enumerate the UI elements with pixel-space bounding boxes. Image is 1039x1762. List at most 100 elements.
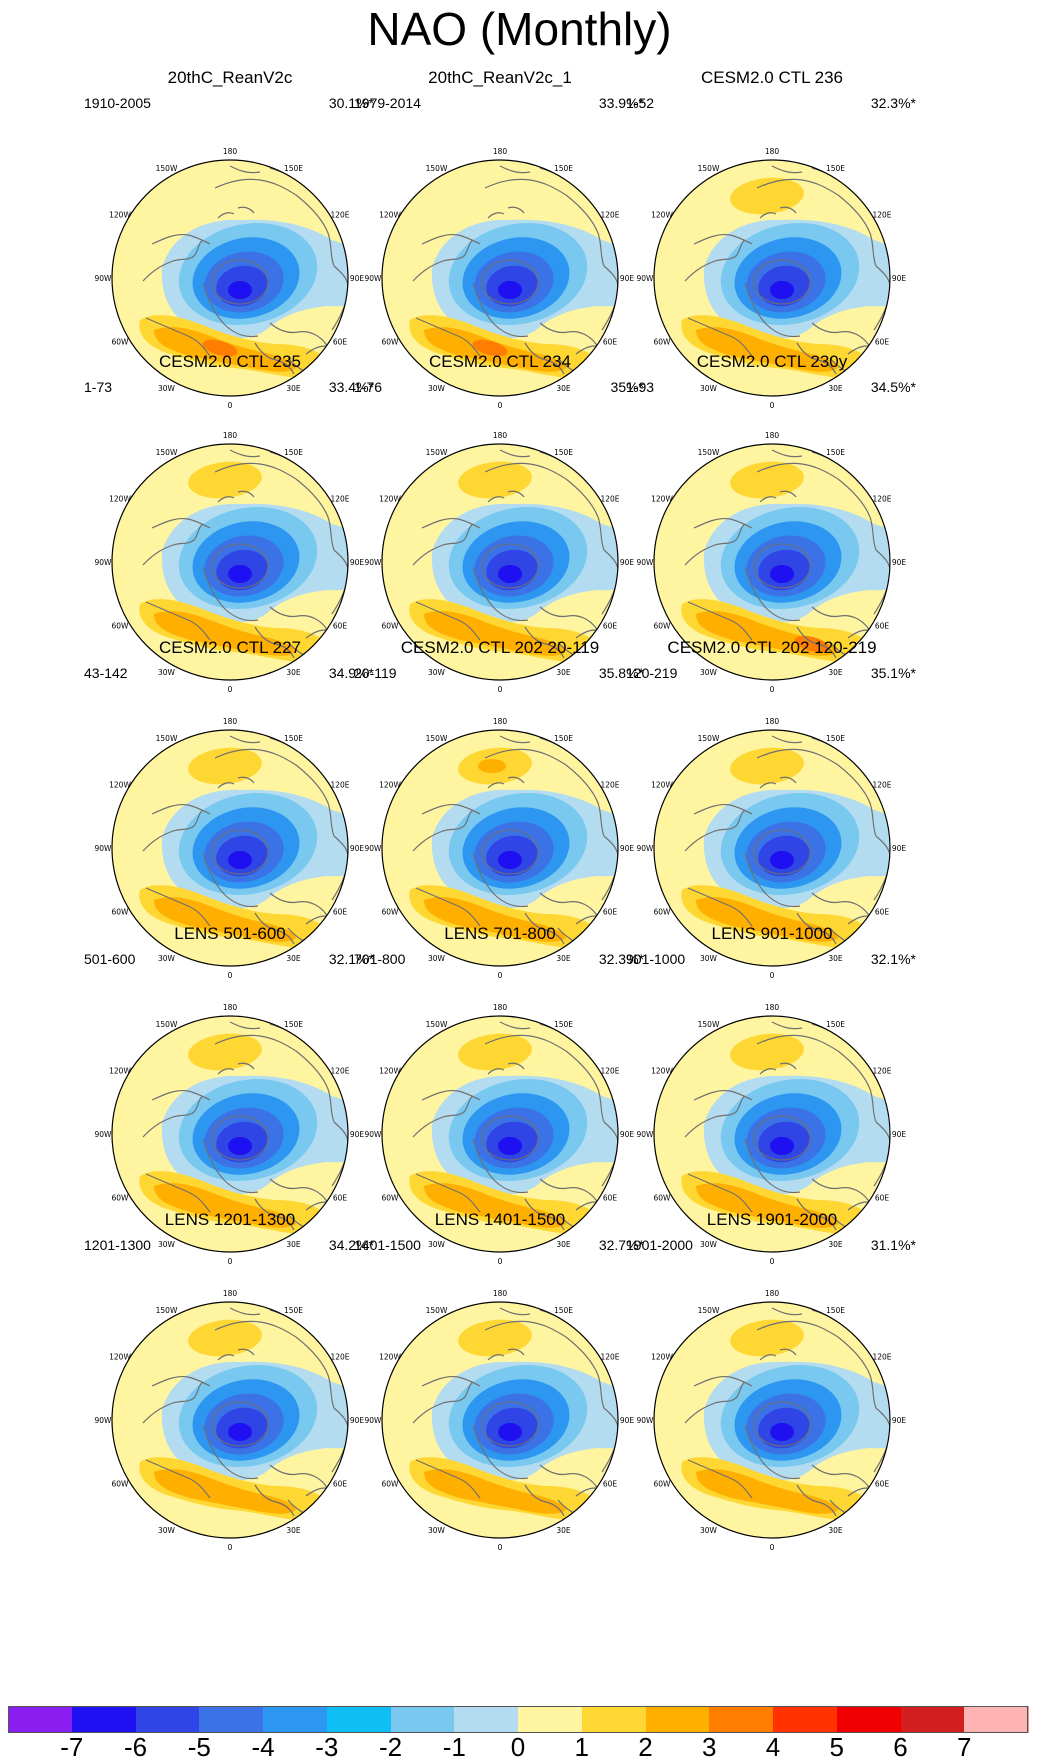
panel-title: LENS 701-800 — [444, 924, 556, 943]
longitude-label: 150W — [426, 448, 448, 457]
longitude-label: 60W — [112, 338, 130, 347]
colorbar-tick-label: -2 — [378, 1732, 403, 1762]
longitude-label: 60E — [603, 1194, 618, 1203]
eof-pattern — [112, 1016, 348, 1252]
polar-map: 180 150E 120E 90E 60E 30E 0 30W 60W 90W 120W 150W — [95, 1289, 365, 1552]
eof-pattern — [382, 160, 618, 396]
longitude-label: 30W — [700, 668, 718, 677]
longitude-label: 90E — [350, 844, 365, 853]
explained-variance: 34.5%* — [870, 379, 916, 395]
map-panel: 180 150E 120E 90E 60E 30E 0 30W 60W 90W 120W 150W CE… — [612, 638, 932, 983]
panel-title: CESM2.0 CTL 235 — [158, 352, 302, 371]
longitude-label: 90W — [95, 1130, 113, 1139]
panel-title: LENS 1201-1300 — [164, 1210, 296, 1229]
map-panel: 180 150E 120E 90E 60E 30E 0 30W 60W 90W 120W 150W LE… — [70, 924, 390, 1269]
longitude-label: 60W — [654, 1480, 672, 1489]
longitude-label: 90W — [365, 558, 383, 567]
longitude-label: 180 — [493, 1289, 508, 1298]
panel-period: 1401-1500 — [354, 1237, 421, 1253]
longitude-label: 120W — [109, 1353, 131, 1362]
explained-variance: 32.7%* — [598, 1237, 644, 1253]
colorbar-swatch — [8, 1706, 73, 1733]
longitude-label: 120E — [330, 1353, 349, 1362]
panel-period: 1201-1300 — [84, 1237, 151, 1253]
colorbar-swatch — [326, 1706, 392, 1733]
colorbar-tick-label: 7 — [957, 1732, 972, 1762]
longitude-label: 150E — [554, 1306, 573, 1315]
polar-map: 180 150E 120E 90E 60E 30E 0 30W 60W 90W 120W 150W — [365, 147, 635, 410]
longitude-label: 150W — [156, 1306, 178, 1315]
colorbar-tick-label: -3 — [315, 1732, 339, 1762]
panel-period: 501-600 — [84, 951, 136, 967]
polar-map: 180 150E 120E 90E 60E 30E 0 30W 60W 90W 120W 150W — [365, 1289, 635, 1552]
longitude-label: 60E — [603, 1480, 618, 1489]
colorbar-tick-label: -1 — [442, 1732, 466, 1762]
longitude-label: 90E — [350, 1130, 365, 1139]
panel-title: 20thC_ReanV2c — [167, 68, 293, 87]
longitude-label: 30E — [286, 954, 301, 963]
panel-period: 1979-2014 — [354, 95, 421, 111]
longitude-label: 120E — [600, 495, 619, 504]
longitude-label: 30E — [828, 1240, 843, 1249]
longitude-label: 30E — [556, 1526, 571, 1535]
longitude-label: 120W — [379, 1067, 401, 1076]
longitude-label: 0 — [770, 1543, 775, 1552]
panel-title: LENS 901-1000 — [711, 924, 833, 943]
longitude-label: 0 — [498, 401, 503, 410]
longitude-label: 120E — [330, 781, 349, 790]
eof-pattern — [382, 1302, 618, 1538]
panel-period: 701-800 — [354, 951, 406, 967]
longitude-label: 0 — [228, 971, 233, 980]
longitude-label: 90W — [365, 274, 383, 283]
longitude-label: 90W — [637, 558, 655, 567]
longitude-label: 60W — [382, 1194, 400, 1203]
longitude-label: 60W — [654, 622, 672, 631]
colorbar-swatch — [454, 1706, 519, 1733]
colorbar-swatch — [135, 1706, 201, 1733]
longitude-label: 60E — [603, 622, 618, 631]
longitude-label: 60W — [654, 1194, 672, 1203]
polar-map: 180 150E 120E 90E 60E 30E 0 30W 60W 90W 120W 150W — [95, 431, 365, 694]
longitude-label: 150W — [156, 1020, 178, 1029]
eof-pattern — [112, 1302, 348, 1538]
longitude-label: 120W — [109, 781, 131, 790]
explained-variance: 31.1%* — [870, 1237, 916, 1253]
longitude-label: 120E — [600, 781, 619, 790]
longitude-label: 120W — [651, 781, 673, 790]
longitude-label: 30W — [158, 1526, 176, 1535]
longitude-label: 120W — [651, 1353, 673, 1362]
longitude-label: 30W — [158, 1240, 176, 1249]
longitude-label: 150E — [554, 1020, 573, 1029]
panel-period: 43-142 — [84, 665, 128, 681]
longitude-label: 30E — [828, 384, 843, 393]
colorbar-tick-label: 6 — [893, 1732, 908, 1762]
longitude-label: 150W — [156, 448, 178, 457]
longitude-label: 120E — [872, 1353, 891, 1362]
longitude-label: 30W — [428, 384, 446, 393]
longitude-label: 90E — [620, 1416, 635, 1425]
longitude-label: 120E — [330, 495, 349, 504]
longitude-label: 0 — [498, 1257, 503, 1266]
colorbar-tick-label: 5 — [829, 1732, 844, 1762]
longitude-label: 30E — [286, 384, 301, 393]
longitude-label: 90E — [620, 558, 635, 567]
longitude-label: 120W — [109, 211, 131, 220]
polar-map: 180 150E 120E 90E 60E 30E 0 30W 60W 90W 120W 150W — [95, 717, 365, 980]
colorbar-tick-label: 2 — [638, 1732, 653, 1762]
panel-period: 1-73 — [84, 379, 113, 395]
polar-map: 180 150E 120E 90E 60E 30E 0 30W 60W 90W 120W 150W — [637, 717, 907, 980]
colorbar-tick-label: -7 — [60, 1732, 84, 1762]
colorbar-swatch — [964, 1706, 1029, 1733]
panel-title: LENS 1901-2000 — [706, 1210, 838, 1229]
longitude-label: 90W — [95, 274, 113, 283]
panel-title: LENS 501-600 — [174, 924, 286, 943]
longitude-label: 60E — [333, 338, 348, 347]
longitude-label: 60W — [382, 622, 400, 631]
longitude-label: 30E — [828, 668, 843, 677]
longitude-label: 120W — [109, 1067, 131, 1076]
longitude-label: 30E — [828, 1526, 843, 1535]
longitude-label: 120E — [872, 495, 891, 504]
longitude-label: 30W — [700, 1526, 718, 1535]
polar-map: 180 150E 120E 90E 60E 30E 0 30W 60W 90W 120W 150W — [637, 1003, 907, 1266]
longitude-label: 30E — [556, 668, 571, 677]
